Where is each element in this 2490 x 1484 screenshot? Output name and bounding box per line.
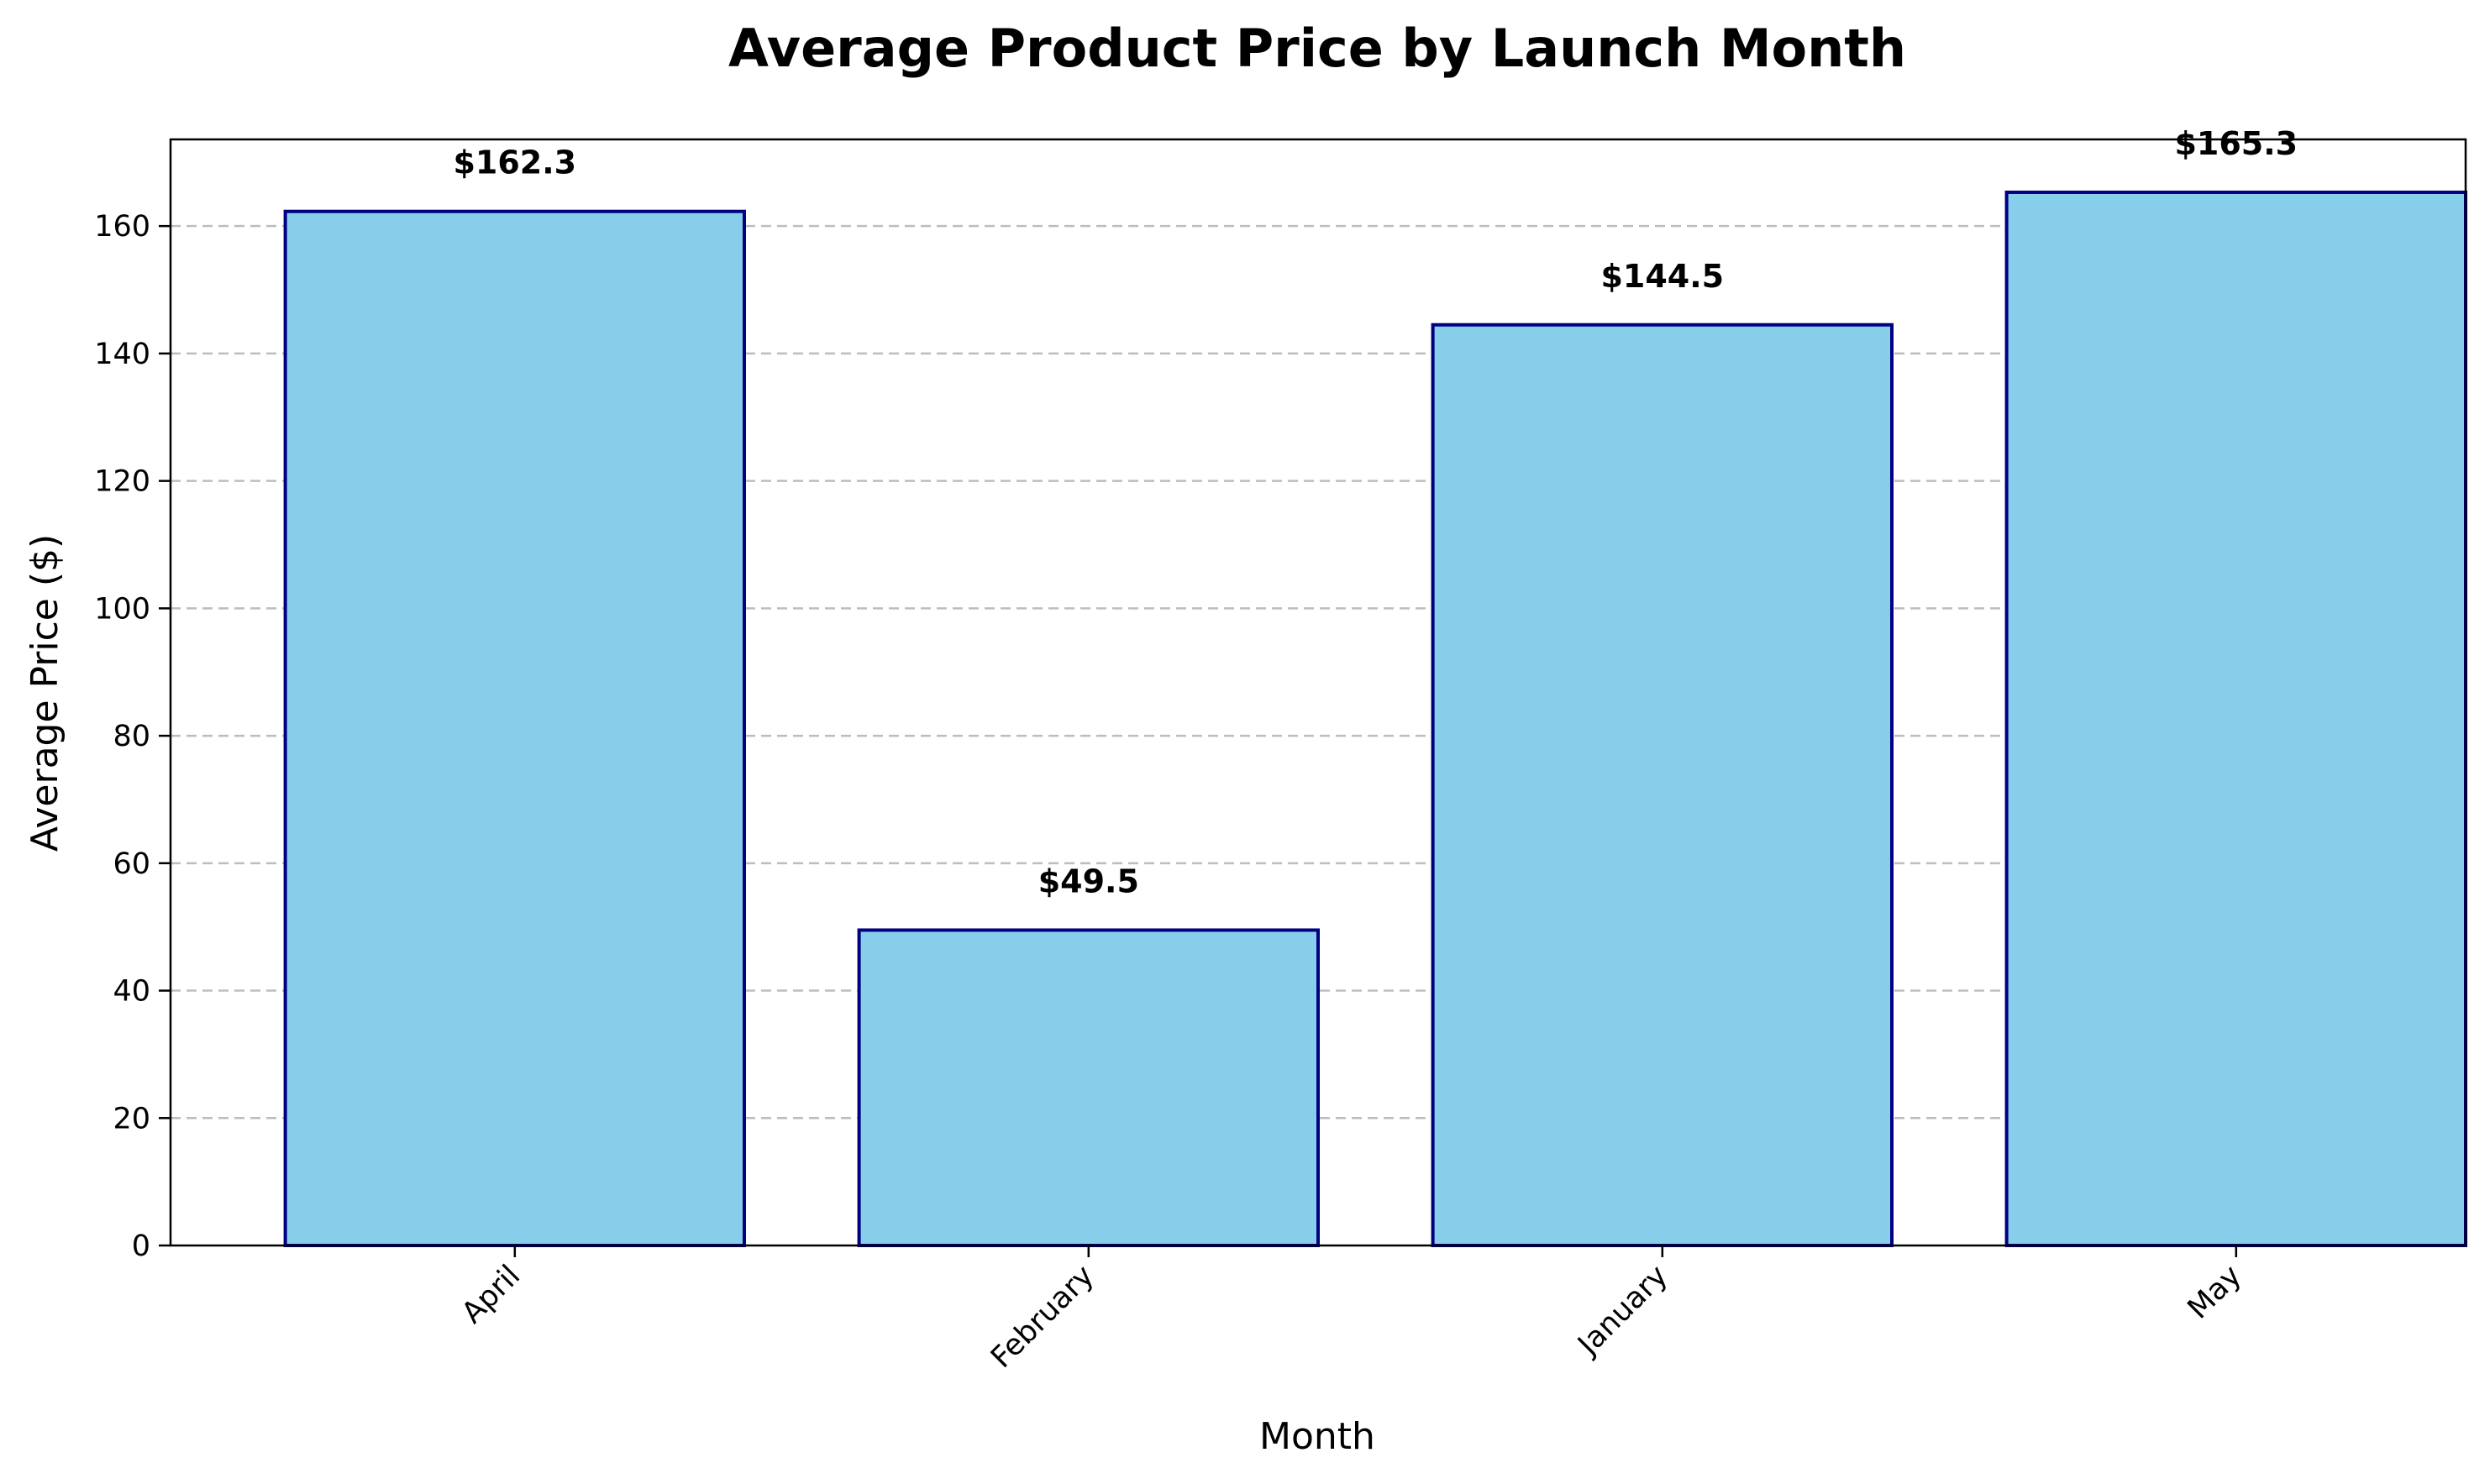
bar-february [857,928,1320,1247]
y-tick-label: 160 [94,210,150,244]
y-axis-ticks: 0 20 40 60 80 100 120 140 160 [94,210,171,1263]
x-axis-ticks: April February January May [455,1245,2248,1375]
x-tick-label: April [455,1259,527,1330]
bar-january [1431,322,1894,1247]
y-tick-label: 0 [132,1230,150,1263]
y-tick-label: 120 [94,465,150,499]
bars [283,190,2468,1247]
y-tick-label: 20 [113,1102,150,1135]
data-label: $144.5 [1600,258,1724,295]
plot-area-frame [169,138,2467,1247]
x-tick-label: May [2182,1259,2248,1325]
x-axis-label: Month [1259,1415,1375,1458]
x-tick-label: January [1571,1259,1675,1363]
x-tick-label: February [985,1259,1101,1375]
data-label: $165.3 [2174,125,2298,162]
y-tick-label: 100 [94,592,150,626]
y-tick-label: 40 [113,975,150,1009]
data-label: $162.3 [453,144,576,181]
data-label: $49.5 [1038,863,1139,899]
y-tick-label: 140 [94,338,150,371]
y-tick-label: 60 [113,847,150,881]
bar-april [283,209,747,1247]
bar-may [2004,190,2468,1247]
y-tick-label: 80 [113,720,150,753]
y-axis-label: Average Price ($) [24,534,66,852]
chart-title: Average Product Price by Launch Month [728,18,1906,79]
data-labels: $162.3 $49.5 $144.5 $165.3 [453,125,2298,900]
